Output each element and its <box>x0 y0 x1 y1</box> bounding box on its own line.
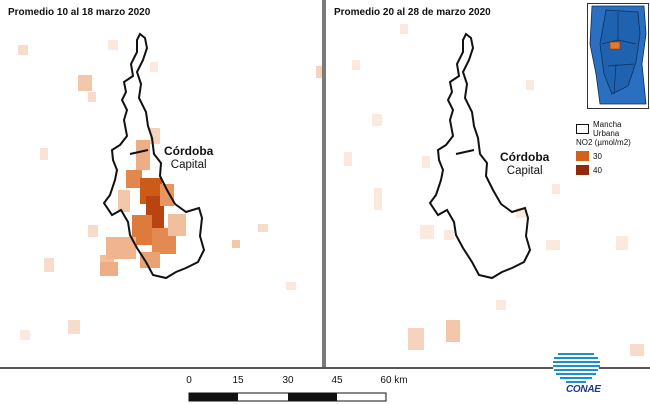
legend-swatch-40 <box>576 165 589 175</box>
scale-tick-label: 15 <box>232 375 244 386</box>
legend-swatch-30 <box>576 151 589 161</box>
no2-map-left <box>18 32 322 340</box>
panel-divider <box>322 0 326 367</box>
city-name: Córdoba <box>164 144 214 158</box>
legend: Mancha Urbana NO2 (µmol/m2) 30 40 <box>576 120 648 177</box>
city-sub: Capital <box>170 159 207 171</box>
legend-item: 30 <box>576 149 648 163</box>
legend-urban-swatch <box>576 124 589 134</box>
inset-province-map <box>588 4 648 108</box>
city-sub: Capital <box>506 165 543 177</box>
map-panel-left: Promedio 10 al 18 marzo 2020 Córdoba Cap… <box>0 0 322 367</box>
legend-urban-row: Mancha Urbana <box>576 120 648 138</box>
scale-tick-label: 60 km <box>380 375 408 386</box>
legend-item-label: 30 <box>593 151 602 161</box>
no2-pixels-right <box>344 24 644 356</box>
conae-logo-text: CONAE <box>566 384 601 395</box>
inset-area-of-interest <box>609 41 621 50</box>
panel-title-left: Promedio 10 al 18 marzo 2020 <box>8 7 151 18</box>
scale-bar: 0 15 30 45 60 km <box>0 369 560 404</box>
inset-locator-map <box>587 3 649 109</box>
legend-item-label: 40 <box>593 165 602 175</box>
legend-urban-label: Mancha Urbana <box>593 120 622 138</box>
city-label-left: Córdoba Capital <box>164 144 213 171</box>
legend-item: 40 <box>576 163 648 177</box>
no2-map-right <box>344 24 644 356</box>
city-label-right: Córdoba Capital <box>500 150 549 177</box>
conae-logo <box>553 348 600 384</box>
no2-pixels-left <box>18 40 322 340</box>
urban-boundary-right <box>428 32 532 280</box>
map-bottom-border <box>0 367 650 369</box>
scale-bar-graphic <box>188 392 387 402</box>
scale-tick-label: 45 <box>331 375 343 386</box>
urban-boundary-left <box>102 32 206 280</box>
scale-tick-label: 30 <box>282 375 294 386</box>
city-name: Córdoba <box>500 150 550 164</box>
scale-tick-label: 0 <box>186 375 192 386</box>
legend-no2-header: NO2 (µmol/m2) <box>576 138 631 147</box>
panel-title-right: Promedio 20 al 28 de marzo 2020 <box>334 7 491 18</box>
